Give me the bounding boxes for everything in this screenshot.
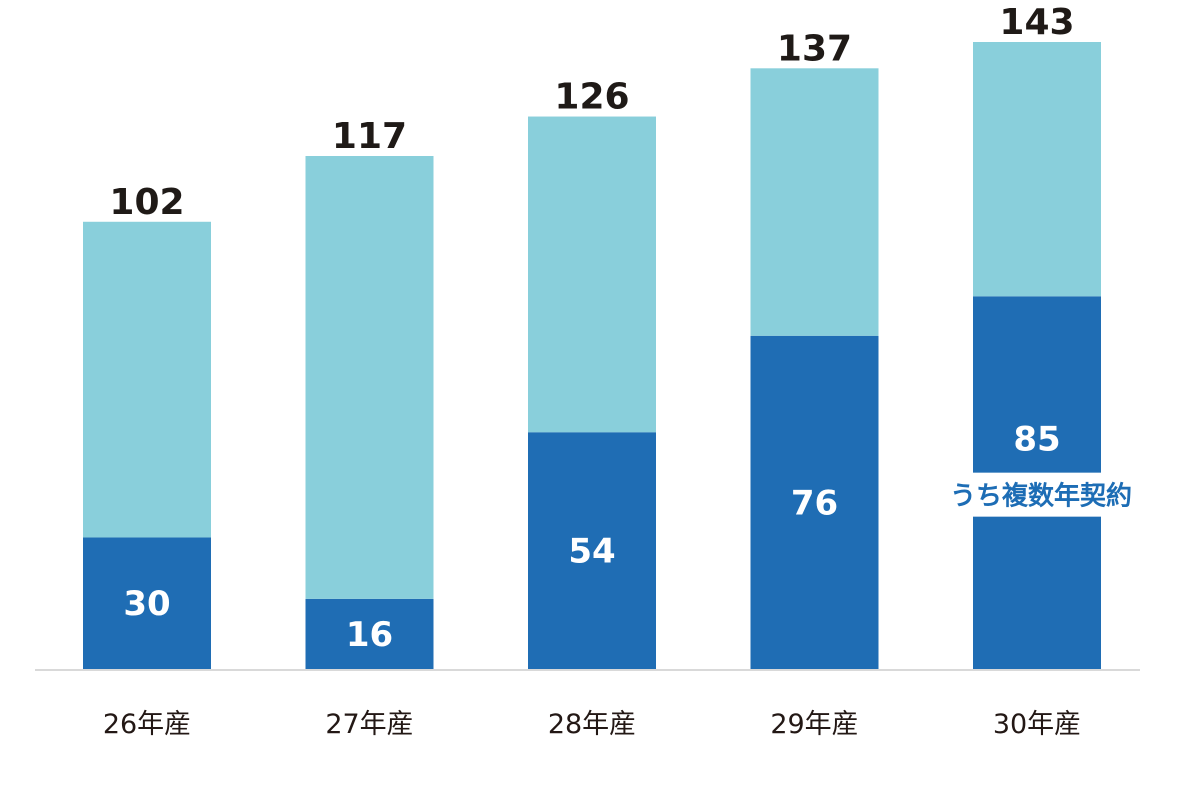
category-label-0: 26年産 — [103, 709, 191, 740]
segment-value-label-3: 76 — [791, 483, 838, 523]
total-label-4: 143 — [999, 2, 1074, 43]
total-label-0: 102 — [109, 182, 184, 223]
category-label-4: 30年産 — [993, 709, 1081, 740]
category-label-1: 27年産 — [325, 709, 413, 740]
bar-segment-other-1 — [305, 156, 434, 599]
bars-group — [83, 42, 1101, 669]
total-label-1: 117 — [332, 116, 407, 157]
annotation-label: うち複数年契約 — [950, 481, 1132, 512]
annotation-box — [935, 472, 1147, 517]
segment-value-label-1: 16 — [346, 615, 393, 655]
bar-segment-multi-year-1 — [305, 598, 434, 669]
bar-segment-multi-year-0 — [83, 537, 211, 669]
labels-group: 102 30 26年産 117 16 27年産 126 54 28年産 137 76 29年産 143 8… — [103, 2, 1147, 740]
total-label-2: 126 — [554, 77, 629, 118]
bar-segment-other-2 — [528, 116, 656, 433]
bar-segment-other-3 — [750, 68, 879, 336]
category-label-2: 28年産 — [548, 709, 636, 740]
total-label-3: 137 — [777, 28, 852, 69]
segment-value-label-0: 30 — [123, 584, 170, 624]
bar-segment-other-0 — [83, 221, 211, 538]
bar-segment-multi-year-2 — [528, 432, 656, 669]
segment-value-label-2: 54 — [568, 532, 615, 572]
segment-value-label-4: 85 — [1013, 420, 1060, 460]
bar-segment-other-4 — [973, 42, 1101, 297]
category-label-3: 29年産 — [770, 709, 858, 740]
bar-segment-multi-year-3 — [750, 335, 879, 669]
